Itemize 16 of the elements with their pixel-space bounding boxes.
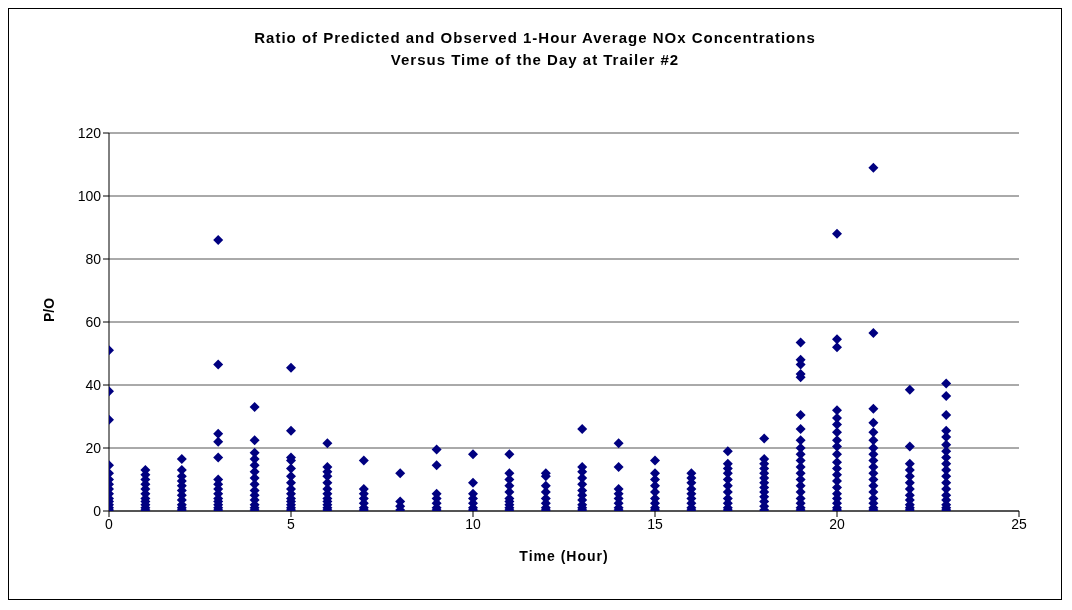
x-tick-label: 15 — [647, 515, 663, 532]
y-tick-label: 60 — [85, 313, 102, 330]
y-axis-title: P/O — [40, 297, 57, 322]
y-tick-label: 80 — [85, 250, 102, 267]
x-tick-label: 25 — [1011, 515, 1027, 532]
y-tick-label: 100 — [77, 187, 102, 204]
x-tick-label: 20 — [829, 515, 845, 532]
chart-title: Ratio of Predicted and Observed 1-Hour Average NOx Concentrations Versus Time of the Day at Trailer #2 — [253, 28, 817, 70]
x-tick-label: 5 — [287, 515, 296, 532]
y-tick-label: 120 — [77, 124, 102, 141]
y-tick-label: 40 — [85, 376, 102, 393]
x-tick-label: 10 — [465, 515, 481, 532]
x-axis-title: Time (Hour) — [519, 548, 609, 564]
y-tick-label: 20 — [85, 439, 102, 456]
x-tick-label: 0 — [105, 515, 114, 532]
y-tick-label: 0 — [93, 502, 102, 519]
